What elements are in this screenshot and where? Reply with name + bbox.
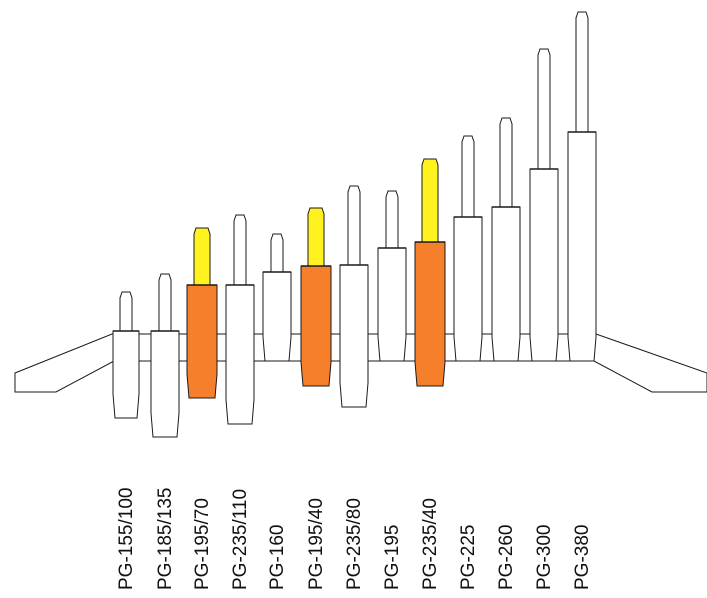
pipette-tip: [461, 135, 475, 218]
model-label: PG-155/100: [116, 488, 137, 590]
pipette-pg-195-70: [186, 227, 218, 399]
model-label: PG-195/70: [192, 498, 213, 590]
pipette-pg-260: [491, 117, 521, 362]
model-label: PG-300: [534, 525, 555, 590]
pipette-body: [150, 330, 180, 438]
pipette-tip: [575, 11, 589, 133]
pipette-pg-155-100: [112, 291, 140, 419]
pipette-body: [414, 241, 446, 387]
pipette-body: [567, 131, 597, 362]
pipette-pg-300: [529, 48, 559, 362]
model-label: PG-195: [382, 525, 403, 590]
model-label: PG-160: [267, 525, 288, 590]
pipette-body: [339, 264, 369, 408]
pipette-pg-235-110: [225, 214, 255, 425]
pipette-tip: [119, 291, 133, 332]
pipette-pg-380: [567, 11, 597, 362]
pipette-tip: [347, 185, 361, 266]
pipette-tip: [193, 227, 211, 286]
model-label: PG-225: [458, 525, 479, 590]
model-label: PG-235/40: [420, 498, 441, 590]
pipette-pg-185-135: [150, 273, 180, 438]
pipette-body: [262, 271, 292, 362]
pipette-body: [491, 206, 521, 362]
pipette-tip: [499, 117, 513, 208]
pipette-body: [225, 284, 255, 425]
pipette-pg-195-40: [300, 207, 332, 387]
model-label: PG-260: [496, 525, 517, 590]
pipette-tip: [270, 233, 284, 273]
model-label: PG-235/80: [344, 498, 365, 590]
pipette-tip: [385, 190, 399, 249]
pipette-tip: [537, 48, 551, 170]
pipette-pg-195: [377, 190, 407, 362]
model-label: PG-380: [572, 525, 593, 590]
pipette-tip: [158, 273, 172, 332]
pipette-pg-160: [262, 233, 292, 362]
pipette-body: [377, 247, 407, 362]
pipette-body: [300, 265, 332, 387]
pipette-tip: [233, 214, 247, 286]
pipette-body: [453, 216, 483, 362]
pipette-tip: [421, 158, 439, 243]
pipette-body: [529, 168, 559, 362]
pipette-pg-235-80: [339, 185, 369, 408]
pipette-body: [112, 330, 140, 419]
model-label: PG-235/110: [230, 489, 251, 590]
pipette-body: [186, 284, 218, 399]
pipette-pg-225: [453, 135, 483, 362]
model-label: PG-185/135: [155, 488, 176, 590]
pipette-tip: [307, 207, 325, 267]
pipette-pg-235-40: [414, 158, 446, 387]
model-label: PG-195/40: [306, 498, 327, 590]
